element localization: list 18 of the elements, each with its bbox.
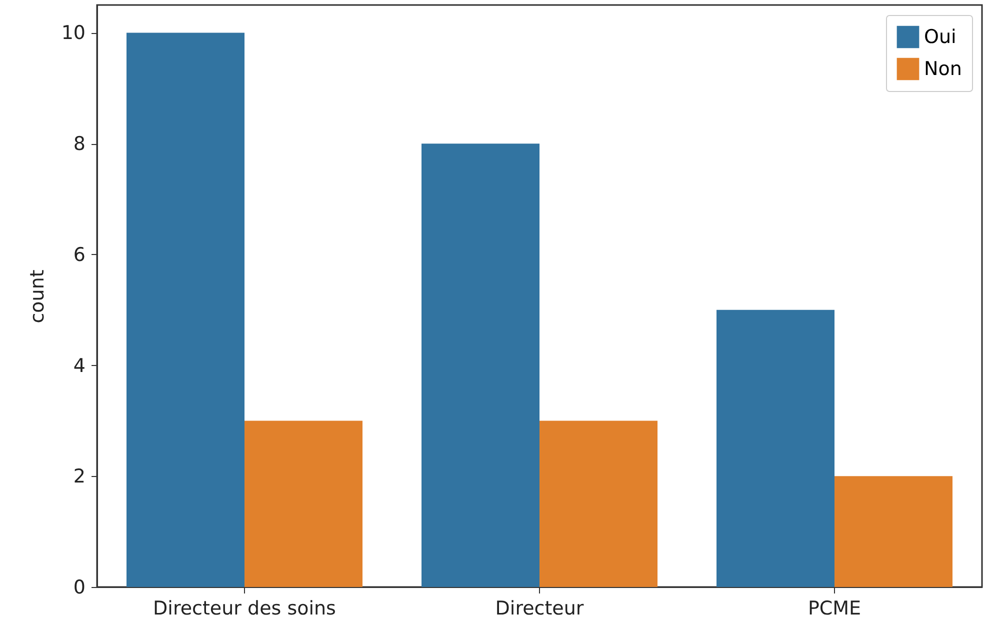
bar [126, 32, 244, 587]
y-tick-label: 0 [73, 576, 86, 598]
x-tick-label: PCME [808, 598, 862, 620]
y-tick-label: 6 [73, 244, 86, 266]
bar [244, 420, 362, 587]
y-tick-label: 8 [73, 133, 86, 156]
y-tick-label: 4 [73, 354, 86, 377]
bar [834, 476, 952, 587]
bar [716, 310, 834, 587]
y-tick-label: 2 [73, 466, 86, 488]
y-axis-title: count [26, 270, 48, 324]
bar [422, 144, 540, 587]
x-tick-label: Directeur des soins [153, 598, 336, 620]
legend-label: Oui [924, 26, 956, 48]
legend-label: Non [924, 58, 962, 80]
bar [540, 420, 658, 587]
y-tick-label: 10 [61, 22, 86, 44]
x-tick-label: Directeur [495, 598, 584, 620]
